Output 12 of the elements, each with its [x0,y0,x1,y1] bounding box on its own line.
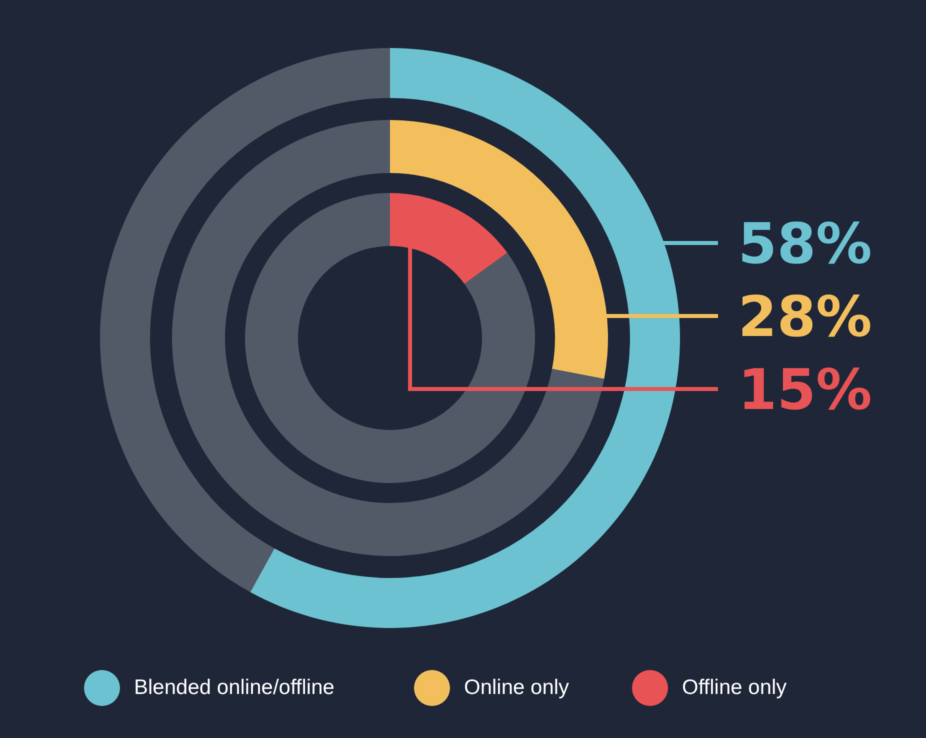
legend-label: Online only [464,676,570,700]
donut-slice [390,120,608,379]
data-label: 15% [738,358,872,423]
donut-slice [390,193,508,284]
legend-label: Blended online/offline [134,676,334,700]
donut-slice [250,48,680,628]
data-label: 58% [738,212,872,277]
donut-slice [245,193,535,483]
legend-label: Offline only [682,676,787,700]
donut-slice [172,120,604,556]
donut-slice [100,48,390,592]
data-label: 28% [738,285,872,350]
